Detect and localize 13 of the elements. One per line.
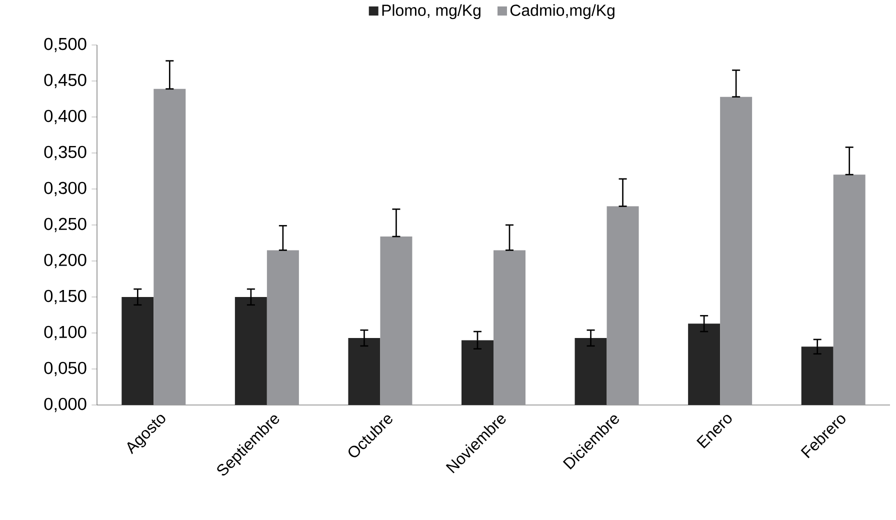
- legend-label: Plomo, mg/Kg: [382, 4, 480, 20]
- y-tick-label: 0,100: [44, 326, 86, 340]
- legend-label: Cadmio,mg/Kg: [510, 4, 614, 20]
- y-tick-label: 0,050: [44, 362, 86, 376]
- y-tick-label: 0,350: [44, 146, 86, 160]
- y-tick-label: 0,150: [44, 290, 86, 304]
- y-tick-label: 0,300: [44, 182, 86, 196]
- y-tick-label: 0,500: [44, 38, 86, 52]
- y-tick-label: 0,400: [44, 110, 86, 124]
- y-tick-label: 0,000: [44, 398, 86, 412]
- y-tick-label: 0,250: [44, 218, 86, 232]
- y-tick-label: 0,200: [44, 254, 86, 268]
- y-tick-label: 0,450: [44, 74, 86, 88]
